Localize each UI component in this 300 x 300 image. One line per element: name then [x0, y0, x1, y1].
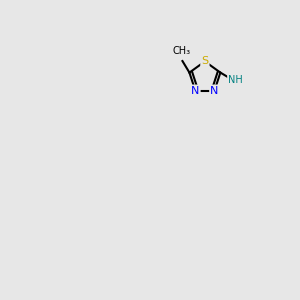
Text: N: N: [191, 86, 200, 96]
Text: N: N: [210, 86, 219, 96]
Text: NH: NH: [228, 74, 243, 85]
Text: S: S: [201, 56, 208, 66]
Text: CH₃: CH₃: [172, 46, 190, 56]
